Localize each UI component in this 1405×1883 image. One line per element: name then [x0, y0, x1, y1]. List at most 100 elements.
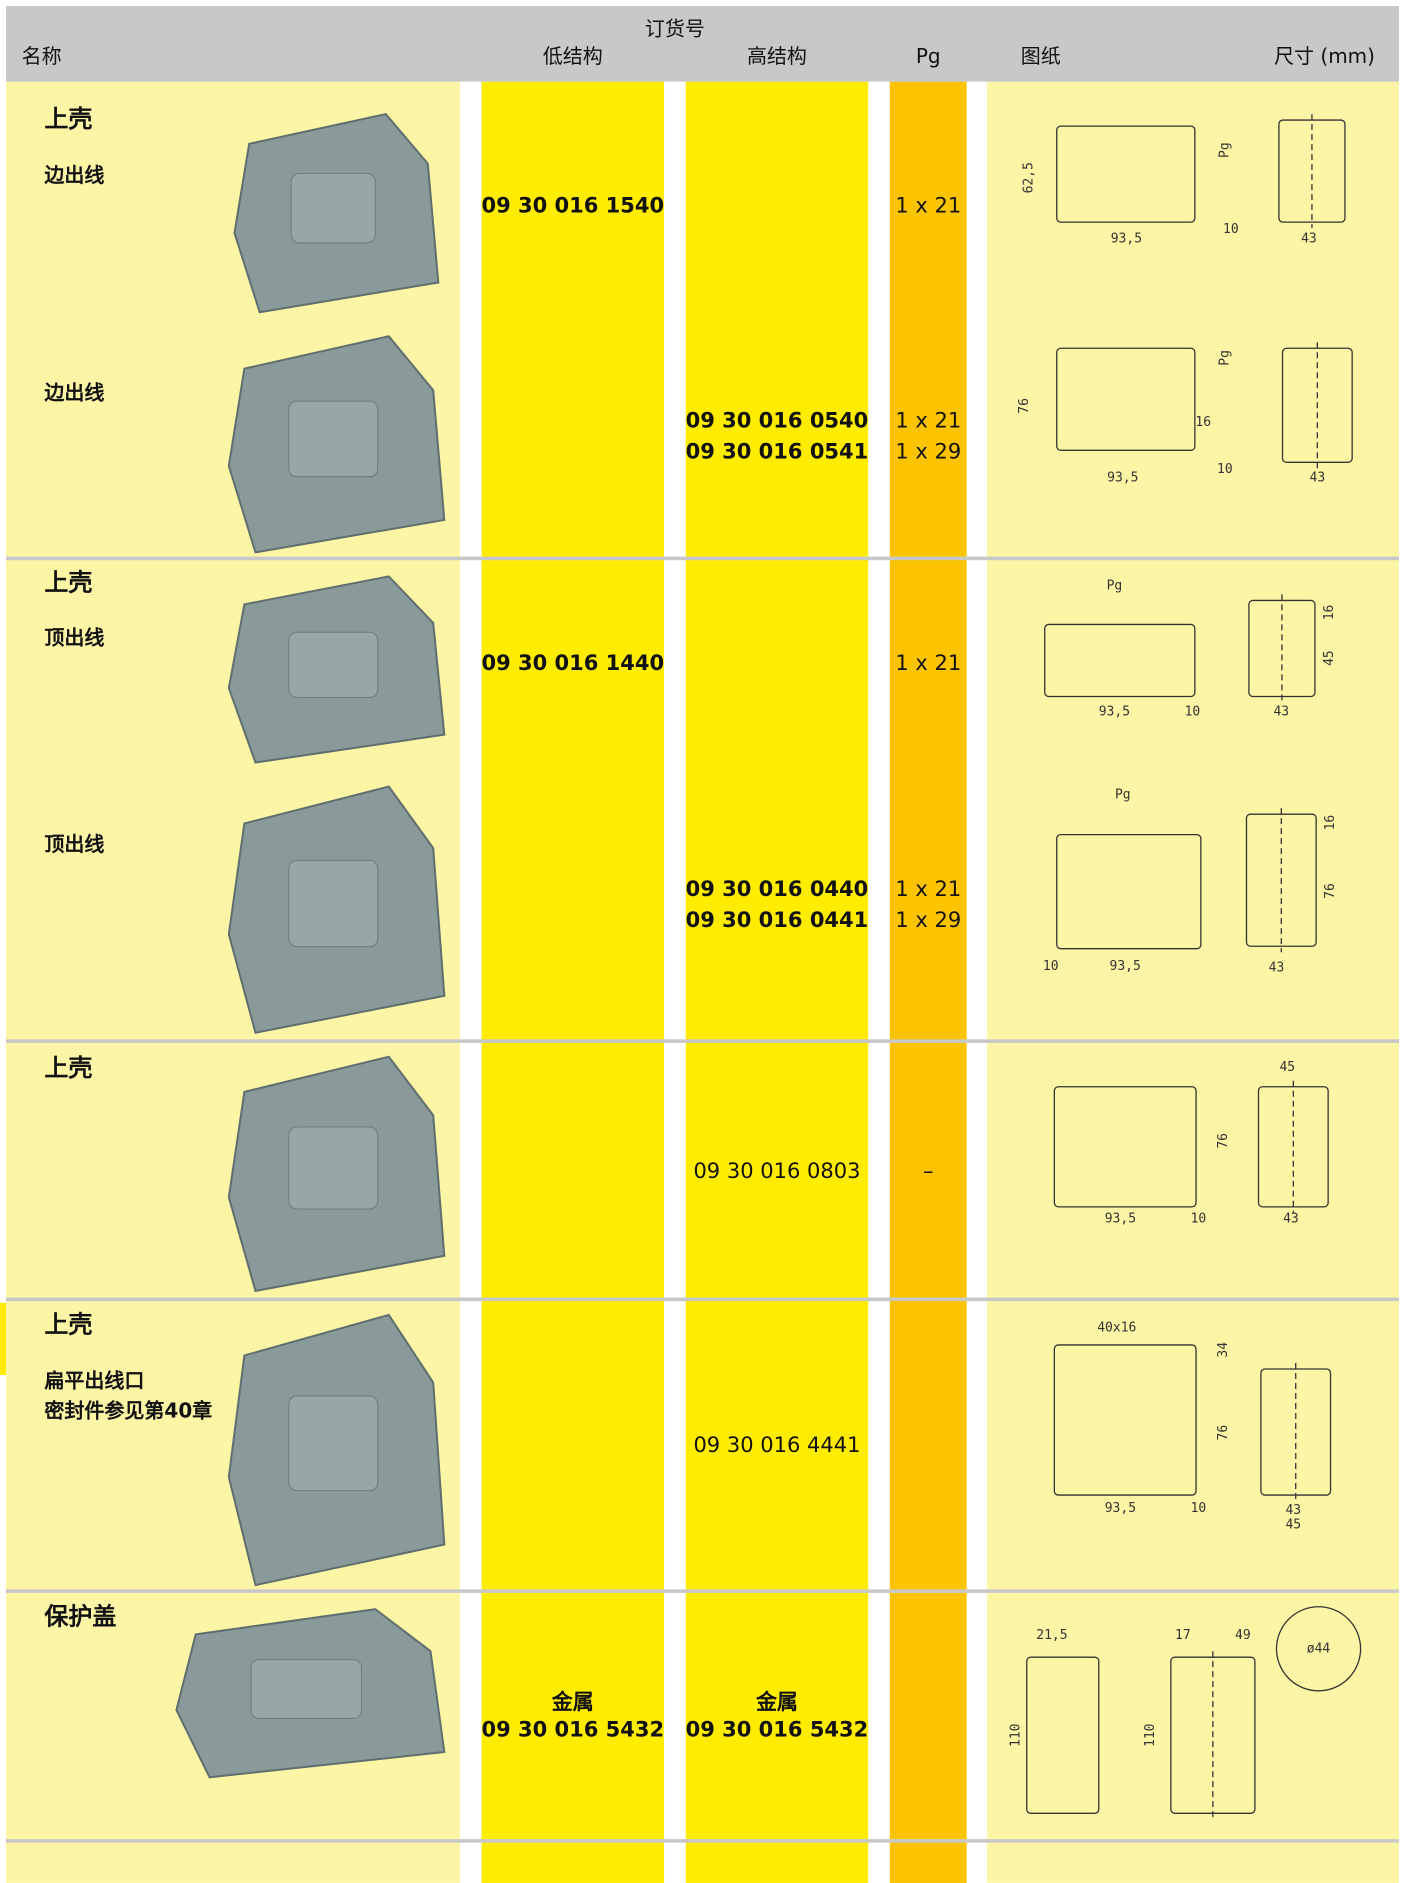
dimension-label: 34 [1216, 1342, 1231, 1358]
dimension-label: 76 [1216, 1425, 1231, 1441]
text: 09 30 016 0440 [686, 877, 869, 901]
text: 1 x 29 [895, 440, 961, 464]
dimension-label: 10 [1185, 705, 1201, 720]
dimension-label: 45 [1285, 1518, 1301, 1533]
technical-drawing [1053, 1080, 1329, 1213]
technical-drawing [1056, 342, 1353, 469]
technical-drawing [1026, 1606, 1362, 1820]
text: 上壳 [44, 105, 92, 133]
text: 1 x 21 [895, 651, 961, 675]
drawing-outline [1056, 125, 1196, 223]
drawing-outline [1257, 1086, 1329, 1208]
text: 边出线 [43, 163, 104, 187]
text: 顶出线 [44, 832, 104, 856]
dimension-label: 10 [1223, 222, 1239, 237]
dimension-label: 16 [1323, 815, 1338, 831]
dimension-label: 43 [1310, 470, 1326, 485]
dimension-label: 93,5 [1105, 1501, 1136, 1516]
text: 09 30 016 0540 [686, 409, 869, 433]
low-column [481, 81, 665, 1883]
high-column [685, 81, 869, 1883]
text: 09 30 016 5432 [481, 1717, 664, 1741]
drawing-circle [1275, 1606, 1362, 1692]
dimension-label: 43 [1301, 231, 1317, 246]
row-separator [6, 556, 1399, 561]
dimension-label: 10 [1217, 462, 1233, 477]
housing-panel [288, 400, 379, 478]
product-photo [175, 1608, 446, 1779]
text: 密封件参见第40章 [44, 1399, 212, 1423]
dimension-label: 93,5 [1105, 1211, 1136, 1226]
dimension-label: 45 [1322, 650, 1337, 666]
text: 名称 [22, 44, 62, 68]
dimension-label: Pg [1107, 579, 1123, 594]
dimension-label: 43 [1273, 705, 1289, 720]
dimension-label: 93,5 [1099, 705, 1130, 720]
product-photo [227, 575, 446, 764]
text: 高结构 [747, 44, 807, 68]
housing-panel [290, 173, 376, 244]
housing-panel [288, 859, 379, 948]
technical-drawing [1056, 808, 1317, 953]
dimension-label: 49 [1235, 1628, 1251, 1643]
row-separator [6, 1039, 1399, 1043]
housing-panel [288, 1126, 379, 1210]
drawing-outline [1044, 623, 1196, 698]
text: 09 30 016 0541 [686, 440, 869, 464]
text: 保护盖 [43, 1603, 116, 1631]
product-photo [227, 785, 446, 1034]
dimension-label: 21,5 [1036, 1628, 1067, 1643]
text: 09 30 016 4441 [693, 1433, 860, 1457]
text: Pg [916, 44, 941, 68]
technical-drawing [1053, 1344, 1332, 1502]
dimension-label: Pg [1217, 142, 1232, 158]
text: 订货号 [645, 17, 705, 41]
dimension-label: 110 [1008, 1723, 1023, 1746]
text: 金属 [551, 1690, 594, 1714]
housing-panel [288, 1395, 379, 1492]
text: 1 x 21 [895, 877, 961, 901]
drawing-outline [1053, 1086, 1197, 1208]
drawing-outline [1278, 119, 1346, 223]
drawing-column [987, 81, 1399, 1883]
dimension-label: 76 [1216, 1133, 1231, 1149]
text: 09 30 016 0441 [686, 908, 869, 932]
text: 上壳 [44, 569, 92, 597]
text: 1 x 21 [895, 194, 961, 218]
text: 边出线 [43, 380, 104, 404]
text: – [923, 1159, 934, 1183]
pg-column [889, 81, 967, 1883]
dimension-label: 10 [1191, 1211, 1207, 1226]
dimension-label: ø44 [1307, 1641, 1331, 1656]
text: 顶出线 [44, 625, 104, 649]
housing-panel [250, 1659, 362, 1719]
drawing-outline [1245, 813, 1317, 947]
dimension-label: 43 [1283, 1211, 1299, 1226]
dimension-label: 10 [1043, 959, 1059, 974]
text: 尺寸 (mm) [1274, 44, 1375, 68]
dimension-label: 93,5 [1111, 231, 1142, 246]
text: 金属 [755, 1690, 798, 1714]
drawing-outline [1056, 347, 1196, 451]
row-separator [6, 1297, 1399, 1302]
dimension-label: 45 [1279, 1060, 1295, 1075]
text: 上壳 [44, 1311, 92, 1339]
dimension-label: Pg [1217, 350, 1232, 366]
dimension-label: 110 [1143, 1723, 1158, 1746]
dimension-label: 93,5 [1110, 959, 1141, 974]
backgrounds [0, 6, 1405, 1883]
dimension-label: 10 [1191, 1501, 1207, 1516]
dimension-label: 16 [1322, 605, 1337, 621]
dimension-label: 16 [1195, 415, 1211, 430]
drawing-outline [1056, 833, 1202, 950]
dimension-label: 43 [1269, 960, 1285, 975]
text: 低结构 [543, 44, 603, 68]
text: 09 30 016 5432 [686, 1717, 869, 1741]
dimension-label: Pg [1115, 787, 1131, 802]
dimension-label: 43 [1285, 1503, 1301, 1518]
dimension-label: 76 [1017, 398, 1032, 414]
text: 09 30 016 1440 [481, 651, 664, 675]
drawing-outline [1053, 1344, 1197, 1496]
